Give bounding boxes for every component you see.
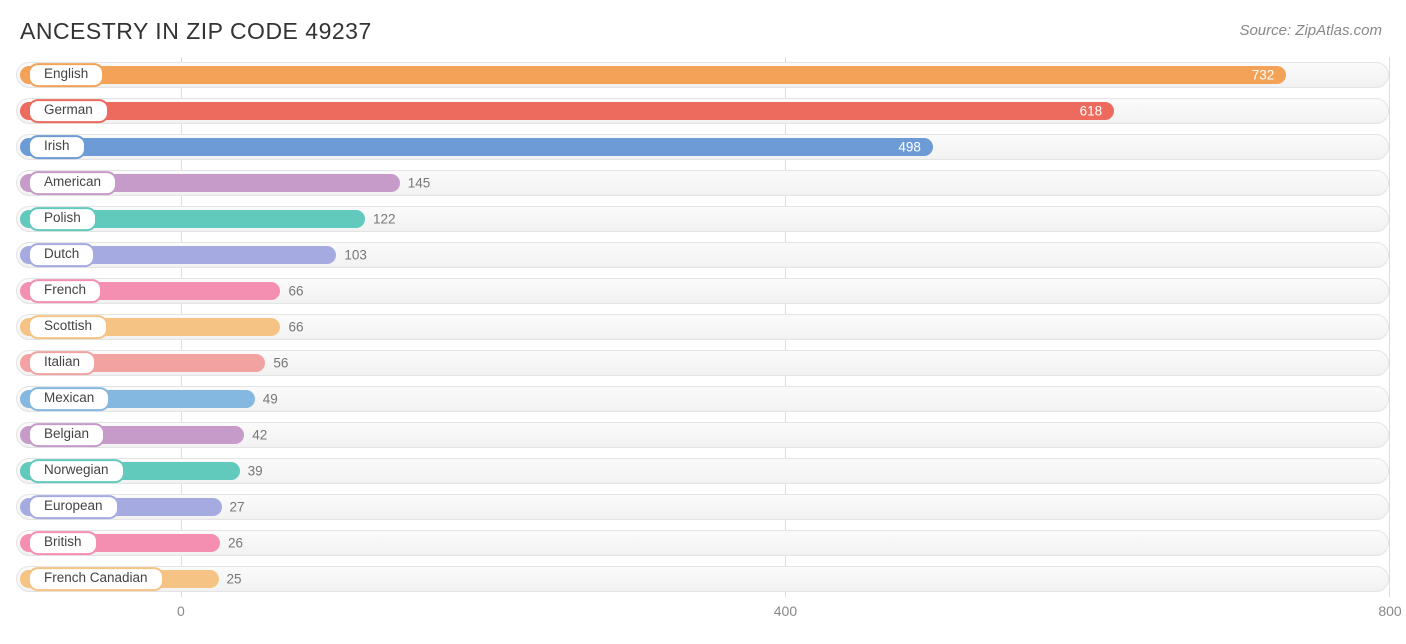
chart-title: ANCESTRY IN ZIP CODE 49237 — [20, 18, 372, 45]
bar-value: 56 — [273, 356, 288, 371]
bar-value: 145 — [408, 176, 431, 191]
bar-value: 42 — [252, 428, 267, 443]
bar-track — [16, 566, 1389, 592]
bar-fill — [20, 66, 1286, 84]
bar-row: Polish 122 — [16, 201, 1389, 237]
bar-fill — [20, 102, 1114, 120]
bar-row: English 732 — [16, 57, 1389, 93]
bar-value: 25 — [227, 572, 242, 587]
bar-value: 27 — [230, 500, 245, 515]
bar-label-pill: Italian — [28, 351, 96, 375]
bar-row: Norwegian 39 — [16, 453, 1389, 489]
bar-label-pill: Norwegian — [28, 459, 125, 483]
bar-label-pill: Mexican — [28, 387, 110, 411]
x-tick: 400 — [774, 603, 797, 619]
chart-plot: English 732 German 618 Irish 498 American 145 Po… — [16, 57, 1390, 597]
bar-row: American 145 — [16, 165, 1389, 201]
x-axis: 0400800 — [16, 597, 1390, 625]
x-tick: 800 — [1378, 603, 1401, 619]
chart-header: ANCESTRY IN ZIP CODE 49237 Source: ZipAt… — [0, 0, 1406, 53]
bar-row: Mexican 49 — [16, 381, 1389, 417]
bar-row: Dutch 103 — [16, 237, 1389, 273]
bar-label-pill: British — [28, 531, 98, 555]
bar-row: German 618 — [16, 93, 1389, 129]
bar-value: 49 — [263, 392, 278, 407]
bar-value: 39 — [248, 464, 263, 479]
bar-row: French Canadian 25 — [16, 561, 1389, 597]
bar-label-pill: American — [28, 171, 117, 195]
bar-label-pill: Polish — [28, 207, 97, 231]
bar-value: 122 — [373, 212, 396, 227]
x-tick: 0 — [177, 603, 185, 619]
bar-value: 732 — [1252, 68, 1275, 83]
bar-track — [16, 494, 1389, 520]
gridline — [1389, 57, 1390, 597]
bar-label-pill: French — [28, 279, 102, 303]
bar-label-pill: European — [28, 495, 119, 519]
bar-label-pill: Belgian — [28, 423, 105, 447]
bar-value: 103 — [344, 248, 367, 263]
bar-row: Belgian 42 — [16, 417, 1389, 453]
bar-row: British 26 — [16, 525, 1389, 561]
bar-label-pill: Scottish — [28, 315, 108, 339]
chart-area: English 732 German 618 Irish 498 American 145 Po… — [16, 57, 1390, 625]
bar-value: 498 — [898, 140, 921, 155]
bar-label-pill: German — [28, 99, 109, 123]
bar-row: Scottish 66 — [16, 309, 1389, 345]
bar-fill — [20, 138, 933, 156]
bar-label-pill: French Canadian — [28, 567, 164, 591]
bar-value: 26 — [228, 536, 243, 551]
bar-row: Irish 498 — [16, 129, 1389, 165]
bar-row: Italian 56 — [16, 345, 1389, 381]
bar-row: French 66 — [16, 273, 1389, 309]
bar-value: 618 — [1080, 104, 1103, 119]
bar-row: European 27 — [16, 489, 1389, 525]
bar-label-pill: English — [28, 63, 104, 87]
bar-track — [16, 530, 1389, 556]
bar-value: 66 — [288, 284, 303, 299]
bar-label-pill: Irish — [28, 135, 86, 159]
bar-value: 66 — [288, 320, 303, 335]
bar-label-pill: Dutch — [28, 243, 95, 267]
chart-source: Source: ZipAtlas.com — [1239, 22, 1382, 39]
